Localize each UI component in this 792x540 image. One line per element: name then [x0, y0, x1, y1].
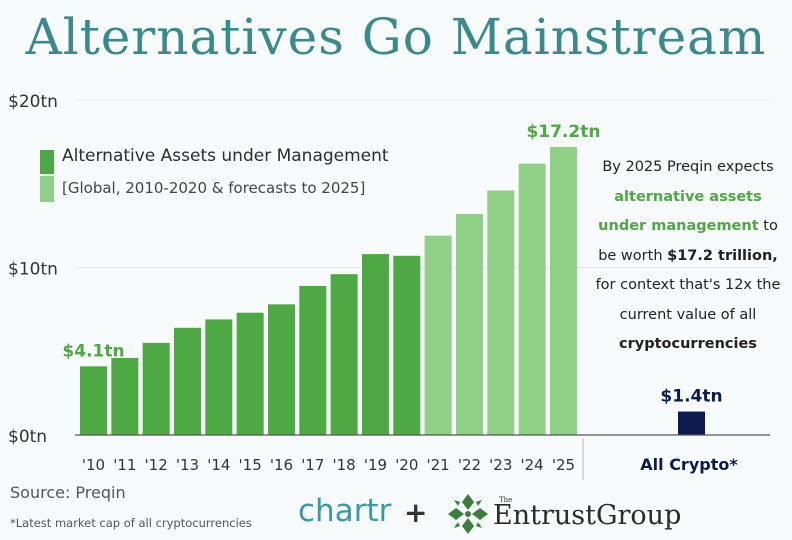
annotation-note: By 2025 Preqin expects alternative asset… — [588, 153, 788, 360]
x-tick-label: '18 — [333, 456, 356, 474]
bar — [424, 235, 452, 435]
x-tick-label: '19 — [364, 456, 387, 474]
legend-swatch-actual — [40, 150, 54, 174]
bar — [455, 213, 483, 435]
x-tick-label: '20 — [395, 456, 418, 474]
bar-crypto — [678, 411, 705, 435]
x-tick-label: '11 — [113, 456, 136, 474]
x-tick-label: '12 — [145, 456, 168, 474]
bar — [267, 304, 295, 435]
bar — [518, 163, 546, 435]
x-tick-label: '13 — [176, 456, 199, 474]
x-tick-label: '24 — [521, 456, 544, 474]
bar — [549, 146, 577, 435]
bar — [111, 357, 139, 435]
y-tick-label: $20tn — [8, 92, 58, 112]
bar — [80, 366, 107, 435]
note-text-3: for context that's 12x the current value… — [595, 277, 781, 323]
data-label: $17.2tn — [526, 122, 600, 142]
x-tick-label: '15 — [239, 456, 262, 474]
bar — [173, 327, 201, 435]
bar — [393, 255, 421, 435]
note-text-2: to be worth — [598, 218, 778, 264]
x-tick-label: '17 — [301, 456, 324, 474]
bar — [142, 342, 170, 435]
source-text: Source: Preqin — [10, 483, 126, 502]
x-tick-label: '23 — [489, 456, 512, 474]
y-tick-label: $0tn — [8, 427, 47, 447]
bar — [330, 274, 358, 435]
legend-subtitle: [Global, 2010-2020 & forecasts to 2025] — [62, 179, 366, 197]
chart-title: Alternatives Go Mainstream — [25, 8, 767, 66]
x-tick-label: '14 — [207, 456, 230, 474]
bar — [361, 254, 389, 435]
bar — [299, 285, 327, 435]
x-tick-label: '10 — [82, 456, 105, 474]
x-tick-label: '22 — [458, 456, 481, 474]
bar — [236, 312, 264, 435]
entrust-logo-text: EntrustGroup — [493, 500, 682, 531]
legend-title: Alternative Assets under Management — [62, 146, 389, 166]
note-value: $17.2 trillion, — [667, 247, 778, 264]
y-tick-label: $10tn — [8, 260, 58, 280]
note-text-1: By 2025 Preqin expects — [602, 159, 774, 175]
x-tick-label-crypto: All Crypto* — [640, 455, 738, 474]
x-tick-label: '16 — [270, 456, 293, 474]
chartr-logo: chartr — [298, 493, 392, 529]
x-tick-label: '21 — [427, 456, 450, 474]
legend-swatch-forecast — [40, 176, 54, 202]
bar — [205, 319, 233, 435]
entrust-logo-icon — [448, 494, 488, 534]
data-label: $4.1tn — [62, 341, 124, 361]
note-highlight: alternative assets under management — [598, 188, 762, 235]
bar — [487, 190, 515, 435]
data-label: $1.4tn — [660, 387, 722, 407]
plus-sign: + — [404, 496, 428, 529]
x-tick-label: '25 — [552, 456, 575, 474]
footnote-text: *Latest market cap of all cryptocurrenci… — [10, 516, 252, 530]
entrust-logo-the: The — [499, 496, 513, 504]
note-crypto: cryptocurrencies — [619, 336, 757, 352]
